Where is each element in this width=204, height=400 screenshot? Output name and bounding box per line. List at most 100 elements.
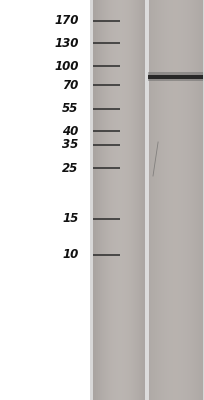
Bar [168, 0, 169, 400]
Bar [107, 0, 108, 400]
Bar [187, 0, 188, 400]
Bar [125, 0, 126, 400]
Bar [162, 0, 163, 400]
Bar [131, 0, 132, 400]
Bar [176, 0, 177, 400]
Bar [191, 0, 192, 400]
Text: 70: 70 [62, 79, 79, 92]
Bar [170, 0, 171, 400]
Text: 25: 25 [62, 162, 79, 174]
Bar [195, 0, 196, 400]
Bar [159, 0, 160, 400]
Bar [202, 0, 203, 400]
Text: 15: 15 [62, 212, 79, 225]
Bar [149, 0, 150, 400]
Bar [150, 0, 151, 400]
Text: 40: 40 [62, 125, 79, 138]
Bar [167, 0, 168, 400]
Bar [190, 0, 191, 400]
Bar [178, 0, 179, 400]
Bar [100, 0, 101, 400]
Bar [182, 0, 183, 400]
Bar [123, 0, 124, 400]
Bar [174, 0, 175, 400]
Bar [94, 0, 95, 400]
Bar [154, 0, 155, 400]
Bar [156, 0, 157, 400]
Text: 55: 55 [62, 102, 79, 115]
Bar [132, 0, 133, 400]
Bar [102, 0, 103, 400]
Bar [106, 0, 107, 400]
Bar [115, 0, 116, 400]
Bar [114, 0, 115, 400]
Bar [172, 0, 173, 400]
Bar [143, 0, 144, 400]
Text: 35: 35 [62, 138, 79, 151]
Bar [134, 0, 135, 400]
Bar [118, 0, 119, 400]
Bar [126, 0, 127, 400]
Bar [112, 0, 113, 400]
Bar [97, 0, 98, 400]
Bar [147, 0, 148, 400]
Bar [199, 0, 200, 400]
Bar [179, 0, 180, 400]
Bar [163, 0, 164, 400]
Bar [164, 0, 165, 400]
Bar [129, 0, 130, 400]
Bar [203, 0, 204, 400]
Bar [192, 0, 193, 400]
Bar [184, 0, 185, 400]
Bar [148, 72, 203, 81]
Bar [93, 0, 94, 400]
Bar [148, 0, 149, 400]
Bar [98, 0, 99, 400]
Bar [188, 0, 189, 400]
Bar [142, 0, 143, 400]
Bar [148, 75, 203, 79]
Bar [180, 0, 181, 400]
Bar [157, 0, 158, 400]
Bar [166, 0, 167, 400]
Bar [194, 0, 195, 400]
Text: 130: 130 [54, 37, 79, 50]
Bar [110, 0, 111, 400]
Bar [140, 0, 141, 400]
Bar [136, 0, 137, 400]
Bar [165, 0, 166, 400]
Bar [104, 0, 105, 400]
Bar [155, 0, 156, 400]
Bar [137, 0, 138, 400]
Bar [197, 0, 198, 400]
Bar [121, 0, 122, 400]
Bar [144, 0, 145, 400]
Bar [175, 0, 176, 400]
Bar [146, 0, 147, 400]
Bar [193, 0, 194, 400]
Bar [109, 0, 110, 400]
Bar [200, 0, 201, 400]
Bar [113, 0, 114, 400]
Bar [160, 0, 161, 400]
Bar [111, 0, 112, 400]
Bar [138, 0, 139, 400]
Bar [96, 0, 97, 400]
Bar [177, 0, 178, 400]
Text: 100: 100 [54, 60, 79, 72]
Bar [101, 0, 102, 400]
Bar [116, 0, 117, 400]
Bar [141, 0, 142, 400]
Bar [169, 0, 170, 400]
Bar [99, 0, 100, 400]
Bar [130, 0, 131, 400]
Bar [117, 0, 118, 400]
Bar [152, 0, 153, 400]
Bar [145, 0, 149, 400]
Bar [181, 0, 182, 400]
Bar [127, 0, 128, 400]
Text: 170: 170 [54, 14, 79, 27]
Bar [90, 0, 93, 400]
Bar [196, 0, 197, 400]
Bar [128, 0, 129, 400]
